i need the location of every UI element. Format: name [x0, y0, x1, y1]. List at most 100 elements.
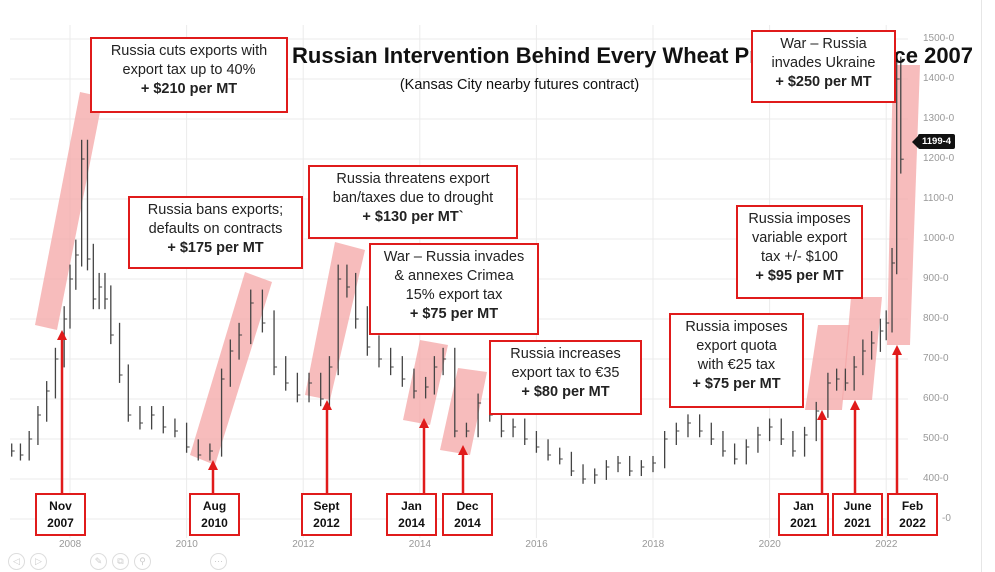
event-date-box: Feb 2022	[887, 493, 938, 536]
x-tick-label: 2008	[59, 539, 82, 550]
annotation-impact: + $95 per MT	[755, 268, 844, 284]
annotation-text: War – Russia	[780, 36, 867, 52]
arrow-head-icon	[817, 410, 827, 420]
chart-subtitle: (Kansas City nearby futures contract)	[399, 77, 640, 93]
event-date-year: 2022	[899, 516, 926, 530]
arrow-head-icon	[850, 400, 860, 410]
x-tick-label: 2020	[758, 539, 781, 550]
y-tick-label: 1000-0	[923, 233, 955, 244]
annotation-impact: + $130 per MT`	[362, 209, 464, 225]
x-tick-label: 2014	[408, 539, 432, 550]
annotation-text: variable export	[751, 230, 848, 246]
annotation-box: Russia increases export tax to €35 + $80 p…	[489, 340, 642, 415]
annotation-text: Russia imposes	[748, 211, 851, 227]
copy-icon[interactable]: ⧉	[112, 553, 129, 570]
event-date-month: June	[843, 499, 872, 513]
annotation-impact: + $210 per MT	[140, 81, 238, 97]
event-date-box: Sept 2012	[301, 493, 352, 536]
arrow-head-icon	[419, 418, 429, 428]
annotation-text: & annexes Crimea	[394, 268, 514, 284]
y-tick-label: 1300-0	[923, 113, 955, 124]
annotation-box: Russia bans exports; defaults on contract…	[128, 196, 303, 269]
highlight-band	[440, 368, 487, 455]
annotation-impact: + $80 per MT	[521, 384, 610, 400]
event-date-box: Nov 2007	[35, 493, 86, 536]
chart-title: Russian Intervention Behind Every Wheat …	[292, 43, 974, 68]
highlight-band	[35, 92, 103, 330]
annotation-text: Russia bans exports;	[147, 202, 284, 218]
x-tick-label: 2012	[292, 539, 315, 550]
y-tick-label: -0	[942, 513, 951, 524]
x-tick-label: 2010	[175, 539, 198, 550]
next-icon[interactable]: ▷	[30, 553, 47, 570]
highlight-band	[842, 297, 882, 400]
y-tick-label: 800-0	[923, 313, 949, 324]
event-date-year: 2007	[47, 516, 74, 530]
event-date-month: Nov	[49, 499, 72, 513]
annotation-text: export tax up to 40%	[122, 62, 256, 78]
annotation-box: War – Russia invades Ukraine + $250 per MT	[751, 30, 896, 103]
annotation-text: Russia threatens export	[336, 171, 490, 187]
y-tick-label: 700-0	[923, 353, 949, 364]
highlight-band	[305, 242, 365, 400]
annotation-text: with €25 tax	[697, 357, 776, 373]
event-date-month: Sept	[313, 499, 340, 513]
last-price-tag: 1199-4	[911, 134, 956, 149]
highlight-band	[805, 325, 850, 410]
highlight-band	[190, 272, 272, 465]
event-date-box: Aug 2010	[189, 493, 240, 536]
y-tick-label: 1200-0	[923, 153, 955, 164]
y-tick-label: 400-0	[923, 473, 949, 484]
annotation-box: War – Russia invades & annexes Crimea 15% …	[369, 243, 539, 335]
annotation-text: defaults on contracts	[148, 221, 283, 237]
y-tick-label: 1100-0	[923, 193, 954, 204]
event-date-box: Dec 2014	[442, 493, 493, 536]
y-tick-label: 1400-0	[923, 73, 955, 84]
annotation-text: Russia imposes	[685, 319, 788, 335]
annotation-box: Russia cuts exports with export tax up to…	[90, 37, 288, 113]
event-date-month: Jan	[793, 499, 814, 513]
arrow-head-icon	[892, 345, 902, 355]
event-date-month: Aug	[202, 499, 227, 513]
annotation-text: Russia cuts exports with	[110, 43, 268, 59]
annotation-impact: + $250 per MT	[775, 74, 872, 90]
x-tick-label: 2016	[525, 539, 548, 550]
event-date-year: 2014	[454, 516, 481, 530]
annotation-text: 15% export tax	[405, 287, 503, 303]
event-date-year: 2014	[398, 516, 425, 530]
more-icon[interactable]: ⋯	[210, 553, 227, 570]
event-date-year: 2021	[844, 516, 871, 530]
event-date-month: Jan	[401, 499, 422, 513]
zoom-icon[interactable]: ⚲	[134, 553, 151, 570]
event-date-year: 2010	[201, 516, 228, 530]
y-tick-label: 600-0	[923, 393, 949, 404]
pen-icon[interactable]: ✎	[90, 553, 107, 570]
highlight-band	[887, 65, 920, 345]
y-tick-label: 900-0	[923, 273, 949, 284]
annotation-box: Russia threatens export ban/taxes due to …	[308, 165, 518, 239]
event-date-month: Feb	[901, 499, 924, 513]
arrow-head-icon	[322, 400, 332, 410]
annotation-impact: + $75 per MT	[692, 376, 781, 392]
x-tick-label: 2018	[642, 539, 665, 550]
arrow-head-icon	[208, 460, 218, 470]
previous-icon[interactable]: ◁	[8, 553, 25, 570]
annotation-text: Russia increases	[510, 346, 621, 362]
annotation-text: export tax to €35	[511, 365, 620, 381]
annotation-text: ban/taxes due to drought	[332, 190, 494, 206]
annotation-text: War – Russia invades	[383, 249, 525, 265]
x-tick-label: 2022	[875, 539, 898, 550]
event-date-box: June 2021	[832, 493, 883, 536]
event-date-box: Jan 2021	[778, 493, 829, 536]
event-date-month: Dec	[456, 499, 479, 513]
annotation-text: export quota	[696, 338, 777, 354]
arrow-head-icon	[458, 445, 468, 455]
arrow-head-icon	[57, 330, 67, 340]
y-tick-label: 1500-0	[923, 33, 955, 44]
annotation-impact: + $75 per MT	[409, 306, 499, 322]
annotation-text: tax +/- $100	[761, 249, 838, 265]
event-date-year: 2012	[313, 516, 340, 530]
divider	[981, 0, 982, 572]
annotation-box: Russia imposes variable export tax +/- $10…	[736, 205, 863, 299]
